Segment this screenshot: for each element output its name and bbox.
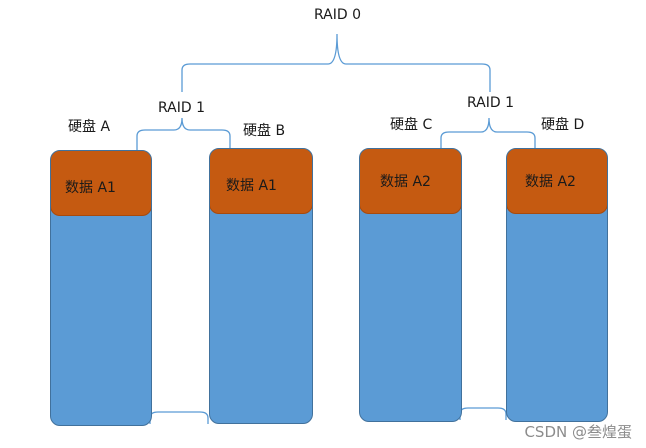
disk-b-data-label: 数据 A1 [226, 178, 277, 194]
watermark: CSDN @叁煌蛋 [524, 423, 632, 441]
disk-c-data-block: 数据 A2 [360, 149, 461, 214]
raid1-right-label: RAID 1 [467, 95, 515, 111]
raid1-left-label: RAID 1 [158, 100, 206, 116]
disk-a: 数据 A1 [50, 150, 152, 426]
raid1-left-bracket [136, 117, 231, 150]
disk-b: 数据 A1 [209, 148, 313, 424]
disk-c-data-label: 数据 A2 [380, 174, 431, 190]
disk-a-data-block: 数据 A1 [51, 151, 151, 216]
raid0-label: RAID 0 [314, 7, 362, 23]
disk-c-name: 硬盘 C [390, 117, 433, 133]
raid1-right-bracket [440, 117, 536, 150]
disk-b-data-block: 数据 A1 [210, 149, 312, 214]
disk-d-name: 硬盘 D [541, 117, 585, 133]
disk-c: 数据 A2 [359, 148, 462, 422]
raid0-bracket [181, 33, 491, 92]
disk-d: 数据 A2 [506, 148, 608, 422]
disk-d-data-block: 数据 A2 [507, 149, 607, 214]
disk-a-name: 硬盘 A [68, 119, 111, 135]
disk-b-name: 硬盘 B [243, 123, 286, 139]
bottom-link-right [459, 407, 507, 420]
bottom-link-left [149, 411, 209, 424]
disk-d-data-label: 数据 A2 [525, 174, 576, 190]
disk-a-data-label: 数据 A1 [65, 180, 116, 196]
